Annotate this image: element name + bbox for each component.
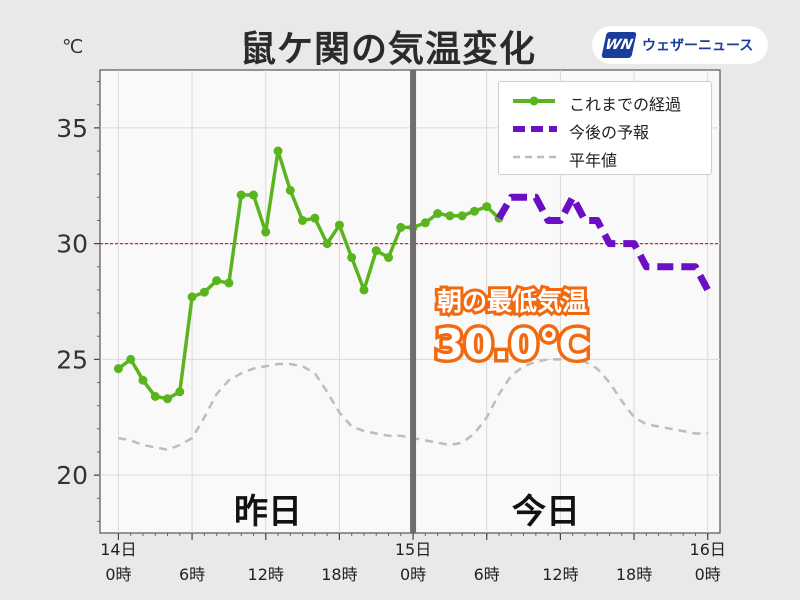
data-point-observed (482, 202, 492, 212)
legend-label-observed: これまでの経過 (569, 95, 682, 114)
x-tick-hour-label: 0時 (695, 565, 721, 584)
legend-swatch-normal (513, 155, 557, 159)
data-point-observed (212, 276, 222, 286)
yesterday-label: 昨日 (234, 492, 302, 532)
data-point-observed (224, 278, 234, 288)
minimum-temperature-value: 30.0℃ (431, 317, 593, 373)
data-point-observed (420, 218, 430, 228)
data-point-observed (126, 354, 136, 364)
weathernews-logo: WN ウェザーニュース (592, 26, 768, 64)
data-point-observed (199, 287, 209, 297)
x-tick-hour-label: 0時 (400, 565, 426, 584)
data-point-observed (334, 220, 344, 230)
x-tick-hour-label: 12時 (248, 565, 284, 584)
x-tick-date-label: 15日 (395, 540, 431, 559)
data-point-observed (163, 394, 173, 404)
legend-label-normal: 平年値 (569, 151, 618, 170)
data-point-observed (113, 364, 123, 374)
x-tick-hour-label: 0時 (105, 565, 131, 584)
x-axis-ticks: 14日 0時 6時 12時 18時 15日 0時 6時 12時 18時 16日 0時 (100, 533, 726, 584)
data-point-observed (150, 391, 160, 401)
x-tick-hour-label: 6時 (474, 565, 500, 584)
minimum-temperature-label: 朝の最低気温 (434, 284, 590, 319)
x-tick-hour-label: 18時 (616, 565, 652, 584)
data-point-observed (396, 222, 406, 232)
y-tick-label: 35 (56, 114, 88, 143)
data-point-observed (359, 285, 369, 295)
data-point-observed (445, 211, 455, 221)
y-tick-label: 20 (56, 461, 88, 490)
data-point-observed (384, 253, 394, 263)
data-point-observed (310, 213, 320, 223)
series-line-forecast (495, 193, 711, 292)
data-point-observed (236, 190, 246, 200)
data-point-observed (248, 190, 258, 200)
x-tick-date-label: 14日 (100, 540, 136, 559)
legend-item-observed: これまでの経過 (507, 88, 707, 114)
data-point-observed (433, 209, 443, 219)
legend-label-forecast: 今後の予報 (569, 123, 650, 142)
data-point-observed (457, 211, 467, 221)
legend-swatch-forecast (513, 126, 557, 132)
data-point-observed (298, 215, 308, 225)
y-axis-unit: ℃ (62, 36, 84, 58)
data-point-observed (138, 375, 148, 385)
x-tick-hour-label: 12時 (542, 565, 578, 584)
legend-item-forecast: 今後の予報 (507, 116, 707, 142)
data-point-observed (322, 239, 332, 249)
today-label: 今日 (512, 492, 580, 532)
minimum-temperature-callout: 朝の最低気温 30.0℃ (402, 282, 622, 373)
legend: これまでの経過 今後の予報 平年値 (498, 81, 712, 175)
data-point-observed (285, 185, 295, 195)
legend-item-normal: 平年値 (507, 144, 707, 170)
data-point-observed (187, 292, 197, 302)
x-tick-hour-label: 18時 (321, 565, 357, 584)
y-tick-label: 25 (56, 345, 88, 374)
data-point-observed (347, 253, 357, 263)
data-point-observed (261, 227, 271, 237)
y-axis-ticks: 20 25 30 35 (56, 114, 100, 490)
weathernews-logo-text: ウェザーニュース (642, 38, 754, 54)
data-point-observed (469, 206, 479, 216)
current-time-divider (410, 70, 417, 533)
page-title: 鼠ケ関の気温変化 (240, 29, 537, 70)
minor-ticks (97, 81, 709, 536)
x-tick-date-label: 16日 (690, 540, 726, 559)
legend-swatch-observed (513, 96, 555, 106)
data-point-observed (175, 387, 185, 397)
data-point-observed (371, 246, 381, 256)
data-point-observed (273, 146, 283, 156)
y-tick-label: 30 (56, 230, 88, 259)
x-tick-hour-label: 6時 (179, 565, 205, 584)
